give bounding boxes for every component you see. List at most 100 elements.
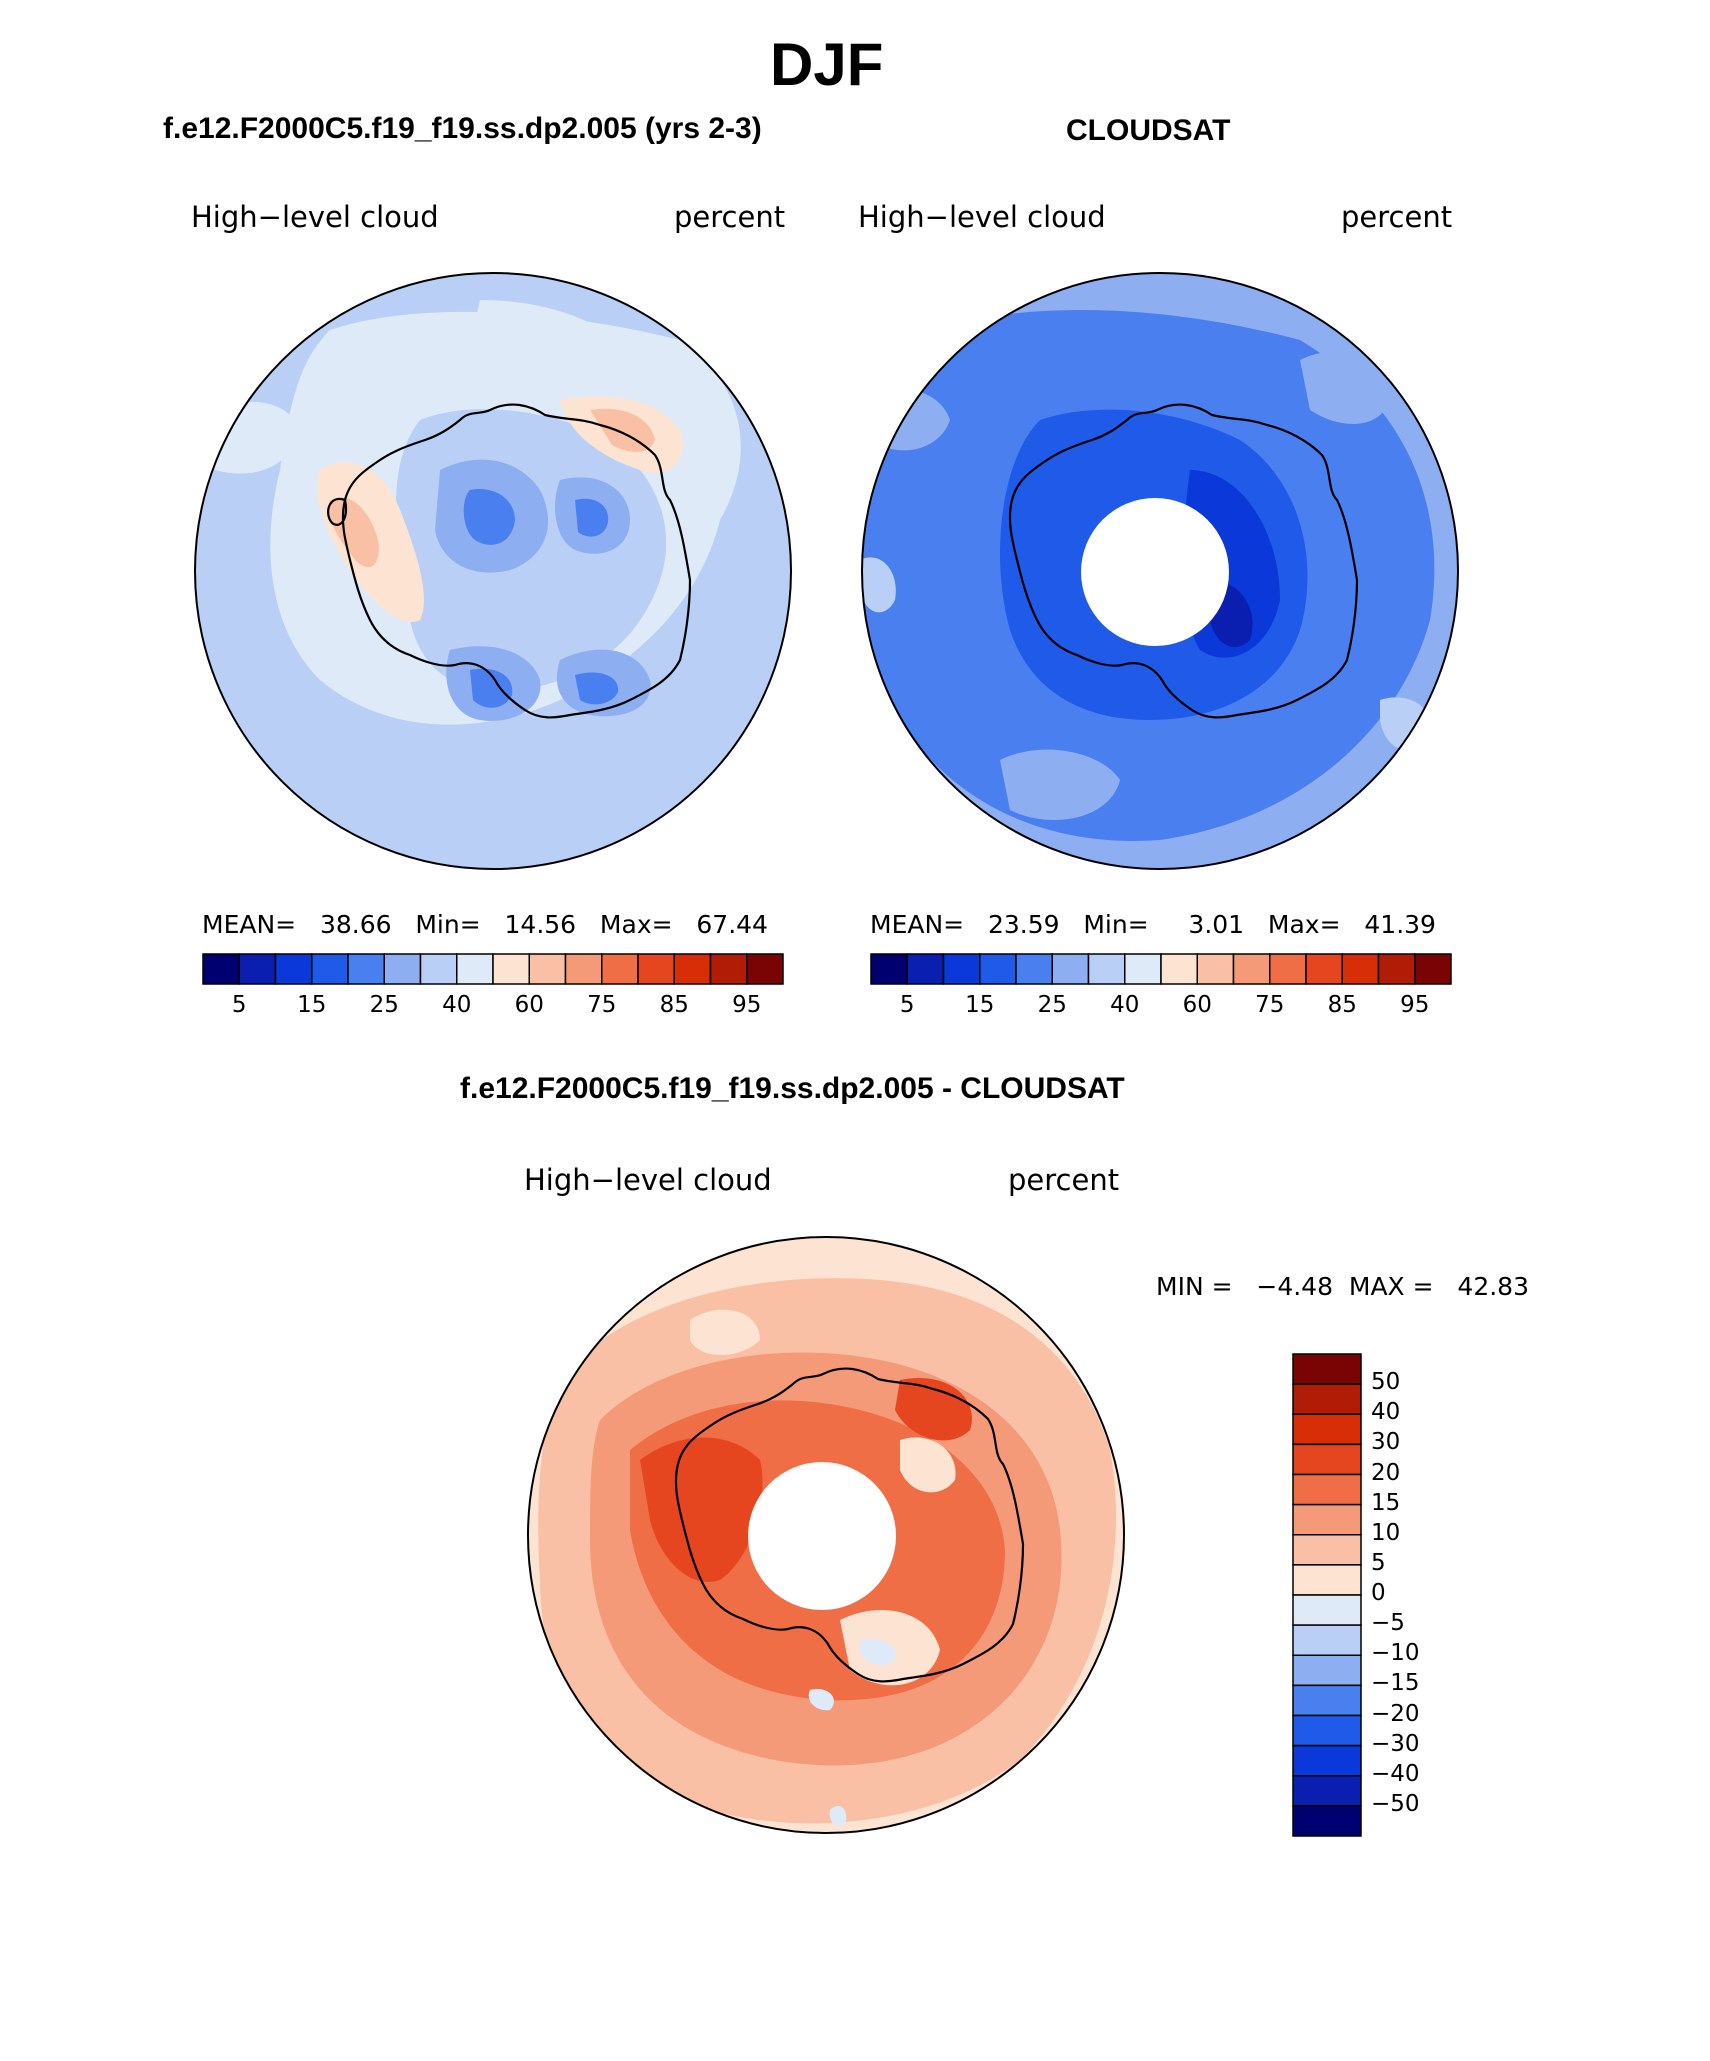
model-map	[195, 273, 791, 869]
obs-colorbar-box	[1196, 953, 1235, 985]
diff-colorbar-tick-label: 50	[1371, 1369, 1401, 1396]
diff-colorbar-box	[1292, 1503, 1362, 1536]
obs-colorbar-tick-label: 25	[1037, 992, 1067, 1018]
model-colorbar-box	[419, 953, 458, 985]
model-case-title: f.e12.F2000C5.f19_f19.ss.dp2.005 (yrs 2-…	[163, 112, 762, 145]
diff-colorbar-box	[1292, 1684, 1362, 1717]
diff-colorbar-tick-label: −15	[1371, 1670, 1420, 1697]
diff-case-title: f.e12.F2000C5.f19_f19.ss.dp2.005 - CLOUD…	[460, 1072, 1125, 1105]
diff-colorbar-box	[1292, 1413, 1362, 1446]
obs-colorbar-box	[979, 953, 1017, 985]
model-colorbar-tick-label: 5	[231, 992, 247, 1018]
obs-map-frame	[861, 272, 1459, 870]
diff-colorbar-tick-label: 5	[1371, 1549, 1386, 1576]
obs-colorbar-tick-label: 40	[1110, 992, 1140, 1018]
obs-colorbar-box	[1305, 953, 1343, 985]
diff-coastline	[674, 1367, 1025, 1683]
obs-stats: MEAN= 23.59 Min= 3.01 Max= 41.39	[870, 910, 1436, 939]
model-coastline	[327, 403, 692, 719]
model-variable-label: High−level cloud	[191, 200, 439, 234]
model-colorbar-box	[564, 953, 603, 985]
obs-colorbar-box	[1051, 953, 1090, 985]
diff-colorbar-tick-label: 15	[1371, 1489, 1401, 1516]
model-colorbar-box	[673, 953, 712, 985]
diff-colorbar-box	[1292, 1654, 1362, 1687]
model-colorbar-box	[274, 953, 313, 985]
diff-colorbar-box	[1292, 1564, 1362, 1596]
model-colorbar-box	[383, 953, 422, 985]
diff-colorbar-tick-label: 0	[1371, 1580, 1386, 1606]
model-colorbar-box	[456, 953, 494, 985]
diff-colorbar-box	[1292, 1534, 1362, 1566]
diff-colorbar-box	[1292, 1714, 1362, 1747]
obs-colorbar-box	[1232, 953, 1271, 985]
model-colorbar-box	[238, 953, 277, 985]
obs-colorbar-box	[1269, 953, 1307, 985]
obs-colorbar-box	[870, 953, 908, 985]
obs-colorbar-tick-label: 15	[965, 992, 995, 1018]
diff-units-label: percent	[1008, 1163, 1120, 1197]
obs-colorbar-box	[1087, 953, 1126, 985]
model-colorbar-tick-label: 25	[369, 992, 399, 1018]
diff-colorbar-tick-label: −30	[1371, 1730, 1420, 1757]
model-map-frame	[194, 272, 792, 870]
model-colorbar-box	[311, 953, 349, 985]
diff-colorbar-box	[1292, 1805, 1362, 1837]
model-colorbar-box	[637, 953, 675, 985]
diff-colorbar-box	[1292, 1744, 1362, 1777]
diff-colorbar-box	[1292, 1594, 1362, 1626]
model-colorbar-tick-label: 15	[297, 992, 327, 1018]
model-colorbar	[202, 953, 784, 985]
obs-colorbar-box	[1124, 953, 1162, 985]
diff-colorbar-tick-label: 10	[1371, 1519, 1401, 1546]
obs-colorbar-box	[1414, 953, 1452, 985]
model-colorbar-tick-label: 75	[587, 992, 617, 1018]
obs-colorbar-box	[906, 953, 945, 985]
diff-colorbar-box	[1292, 1443, 1362, 1476]
obs-case-title: CLOUDSAT	[1066, 114, 1231, 147]
diff-colorbar-tick-label: 40	[1371, 1399, 1401, 1426]
model-colorbar-box	[528, 953, 567, 985]
obs-colorbar-box	[1160, 953, 1198, 985]
obs-colorbar-box	[942, 953, 981, 985]
model-colorbar-box	[601, 953, 639, 985]
diff-stats: MIN = −4.48 MAX = 42.83	[1156, 1272, 1529, 1301]
model-colorbar-tick-label: 60	[514, 992, 544, 1018]
obs-colorbar-tick-label: 75	[1255, 992, 1285, 1018]
model-colorbar-tick-label: 85	[659, 992, 689, 1018]
diff-colorbar-box	[1292, 1775, 1362, 1807]
diff-colorbar-box	[1292, 1353, 1362, 1385]
diff-variable-label: High−level cloud	[524, 1163, 772, 1197]
model-colorbar-tick-label: 95	[732, 992, 762, 1018]
diff-colorbar	[1292, 1353, 1362, 1837]
diff-colorbar-box	[1292, 1624, 1362, 1656]
season-title: DJF	[770, 31, 884, 98]
model-stats: MEAN= 38.66 Min= 14.56 Max= 67.44	[202, 910, 768, 939]
model-units-label: percent	[674, 200, 786, 234]
diff-map-frame	[527, 1236, 1125, 1834]
obs-colorbar-box	[1015, 953, 1053, 985]
diff-colorbar-tick-label: −5	[1371, 1610, 1405, 1637]
diff-colorbar-tick-label: 20	[1371, 1459, 1401, 1486]
obs-colorbar-tick-label: 85	[1327, 992, 1357, 1018]
obs-colorbar-tick-label: 95	[1400, 992, 1430, 1018]
obs-colorbar-tick-label: 5	[899, 992, 915, 1018]
obs-map	[862, 273, 1458, 869]
model-colorbar-box	[202, 953, 240, 985]
obs-variable-label: High−level cloud	[858, 200, 1106, 234]
diff-colorbar-tick-label: −50	[1371, 1790, 1420, 1817]
obs-colorbar-box	[1341, 953, 1380, 985]
diff-map	[528, 1237, 1124, 1833]
model-colorbar-box	[709, 953, 748, 985]
diff-colorbar-tick-label: −20	[1371, 1700, 1420, 1727]
obs-colorbar-box	[1377, 953, 1416, 985]
model-colorbar-box	[492, 953, 530, 985]
obs-coastline	[1008, 403, 1359, 719]
model-colorbar-box	[347, 953, 385, 985]
model-colorbar-tick-label: 40	[442, 992, 472, 1018]
diff-colorbar-box	[1292, 1383, 1362, 1415]
obs-colorbar	[870, 953, 1452, 985]
model-colorbar-box	[746, 953, 784, 985]
diff-colorbar-tick-label: −40	[1371, 1760, 1420, 1787]
